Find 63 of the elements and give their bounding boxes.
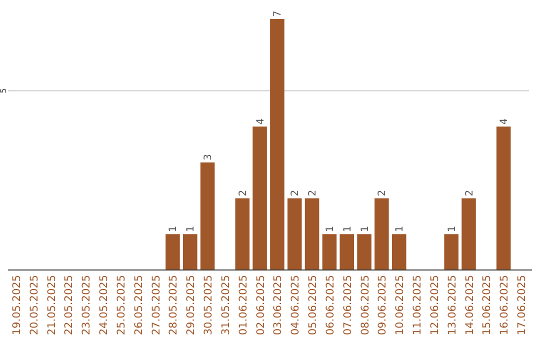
bar xyxy=(183,234,198,270)
data-label: 1 xyxy=(342,226,354,232)
x-tick-label: 25.05.2025 xyxy=(115,275,128,336)
x-tick-label: 19.05.2025 xyxy=(11,275,24,336)
x-tick-label: 06.06.2025 xyxy=(324,275,336,336)
bar xyxy=(287,198,302,270)
bar xyxy=(340,234,354,270)
data-label: 1 xyxy=(394,226,406,232)
x-tick-label: 01.06.2025 xyxy=(237,275,250,336)
bar xyxy=(462,198,476,270)
x-tick-label: 04.06.2025 xyxy=(290,275,302,336)
bar xyxy=(444,234,458,270)
data-label: 3 xyxy=(203,154,214,160)
data-label: 1 xyxy=(324,226,336,232)
x-tick-label: 03.06.2025 xyxy=(272,275,284,336)
data-label: 2 xyxy=(308,190,319,196)
bar xyxy=(304,198,320,270)
x-tick-label: 15.06.2025 xyxy=(481,275,494,336)
data-label: 4 xyxy=(255,118,266,125)
data-label: 2 xyxy=(464,190,476,196)
data-label: 1 xyxy=(168,226,180,232)
bar xyxy=(252,126,267,270)
data-label: 2 xyxy=(377,190,388,196)
x-tick-label: 02.06.2025 xyxy=(254,275,267,336)
x-tick-label: 23.05.2025 xyxy=(80,275,93,336)
data-label: 7 xyxy=(272,10,284,17)
data-label: 4 xyxy=(499,118,510,125)
x-tick-label: 28.05.2025 xyxy=(168,275,180,336)
x-tick-label: 21.05.2025 xyxy=(46,275,58,336)
x-tick-label: 20.05.2025 xyxy=(28,275,40,336)
x-tick-label: 31.05.2025 xyxy=(220,275,232,336)
bar xyxy=(322,234,337,270)
x-tick-label: 09.06.2025 xyxy=(376,275,389,336)
data-label: 2 xyxy=(238,190,249,196)
bar xyxy=(496,126,511,270)
bar xyxy=(166,234,180,270)
x-tick-label: 07.06.2025 xyxy=(342,275,354,336)
x-tick-label: 12.06.2025 xyxy=(428,275,441,336)
x-tick-label: 30.05.2025 xyxy=(202,275,215,336)
x-tick-label: 22.05.2025 xyxy=(63,275,76,336)
data-label: 1 xyxy=(186,226,197,232)
x-tick-label: 16.06.2025 xyxy=(498,275,511,336)
data-label: 1 xyxy=(446,226,458,232)
bar xyxy=(392,234,406,270)
x-tick-label: 05.06.2025 xyxy=(307,275,320,336)
bar xyxy=(200,162,215,270)
x-tick-label: 10.06.2025 xyxy=(394,275,406,336)
y-tick-label: 5 xyxy=(0,88,8,94)
bar xyxy=(357,234,372,270)
x-tick-label: 29.05.2025 xyxy=(185,275,198,336)
bar xyxy=(270,19,284,270)
bar xyxy=(374,198,389,270)
x-tick-label: 17.06.2025 xyxy=(516,275,528,336)
x-tick-label: 27.05.2025 xyxy=(150,275,162,336)
data-label: 2 xyxy=(290,190,302,196)
x-tick-label: 13.06.2025 xyxy=(446,275,458,336)
x-tick-label: 08.06.2025 xyxy=(359,275,372,336)
x-tick-label: 26.05.2025 xyxy=(132,275,145,336)
data-label: 1 xyxy=(360,226,371,232)
x-tick-label: 11.06.2025 xyxy=(412,275,424,336)
bar xyxy=(235,198,250,270)
x-tick-label: 24.05.2025 xyxy=(98,275,110,336)
x-tick-label: 14.06.2025 xyxy=(464,275,476,336)
